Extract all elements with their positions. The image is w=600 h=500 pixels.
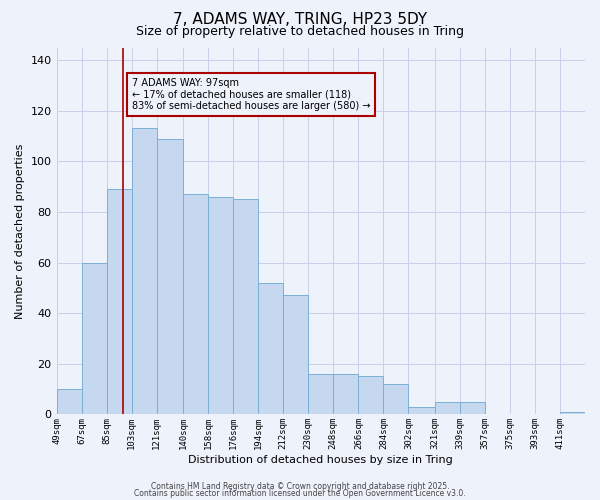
Y-axis label: Number of detached properties: Number of detached properties	[15, 144, 25, 318]
Bar	[333, 374, 358, 414]
Bar	[435, 402, 460, 414]
Bar	[283, 296, 308, 414]
Bar	[157, 138, 183, 414]
Text: Contains HM Land Registry data © Crown copyright and database right 2025.: Contains HM Land Registry data © Crown c…	[151, 482, 449, 491]
Bar	[409, 407, 435, 414]
Bar	[358, 376, 383, 414]
Bar	[131, 128, 157, 414]
Bar	[460, 402, 485, 414]
Bar	[258, 283, 283, 414]
Bar	[308, 374, 333, 414]
Bar	[383, 384, 409, 414]
Bar	[183, 194, 208, 414]
Bar	[107, 189, 131, 414]
Bar	[82, 262, 107, 414]
Bar	[208, 197, 233, 414]
X-axis label: Distribution of detached houses by size in Tring: Distribution of detached houses by size …	[188, 455, 453, 465]
Text: 7 ADAMS WAY: 97sqm
← 17% of detached houses are smaller (118)
83% of semi-detach: 7 ADAMS WAY: 97sqm ← 17% of detached hou…	[131, 78, 370, 111]
Bar	[56, 389, 82, 414]
Text: 7, ADAMS WAY, TRING, HP23 5DY: 7, ADAMS WAY, TRING, HP23 5DY	[173, 12, 427, 28]
Bar	[233, 200, 258, 414]
Text: Size of property relative to detached houses in Tring: Size of property relative to detached ho…	[136, 25, 464, 38]
Bar	[560, 412, 585, 414]
Text: Contains public sector information licensed under the Open Government Licence v3: Contains public sector information licen…	[134, 490, 466, 498]
